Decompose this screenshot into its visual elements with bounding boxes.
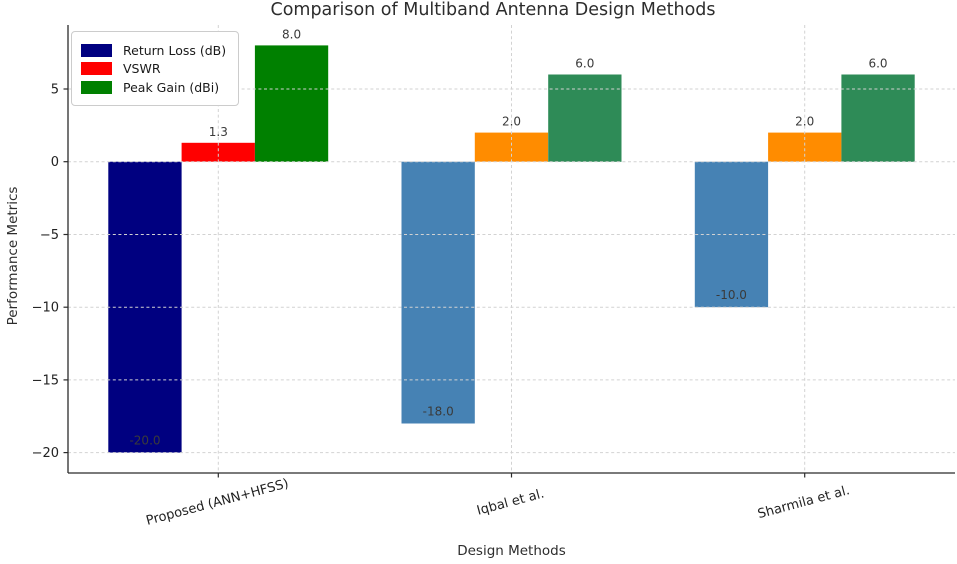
bar-value-label: -10.0 xyxy=(716,288,747,302)
y-tick-label: −10 xyxy=(32,301,59,316)
y-tick-label: −15 xyxy=(32,373,59,388)
y-tick-label: 5 xyxy=(51,83,59,98)
legend-item: Peak Gain (dBi) xyxy=(81,80,226,95)
y-tick-label: −20 xyxy=(32,446,59,461)
bar-value-label: 6.0 xyxy=(868,57,887,71)
y-tick-label: 0 xyxy=(51,155,59,170)
legend-label: Return Loss (dB) xyxy=(123,42,227,58)
legend-swatch-peak-gain xyxy=(81,80,112,94)
bar-value-label: 6.0 xyxy=(575,57,594,71)
legend: Return Loss (dB) VSWR Peak Gain (dBi) xyxy=(71,31,240,106)
x-axis-label: Design Methods xyxy=(457,543,566,559)
x-tick-label: Proposed (ANN+HFSS) xyxy=(145,476,291,529)
bar-value-label: 8.0 xyxy=(282,27,301,41)
chart-title: Comparison of Multiband Antenna Design M… xyxy=(270,0,716,20)
bar xyxy=(181,142,255,162)
bar xyxy=(474,132,549,162)
bar xyxy=(254,45,329,162)
x-tick-label: Sharmila et al. xyxy=(756,483,851,522)
y-tick-label: −5 xyxy=(40,228,59,243)
bar-value-label: 2.0 xyxy=(795,115,814,129)
bar xyxy=(768,132,842,162)
legend-item: Return Loss (dB) xyxy=(81,43,226,58)
bar-value-label: 1.3 xyxy=(209,125,228,139)
bar-value-label: -20.0 xyxy=(129,434,160,448)
y-axis-label: Performance Metrics xyxy=(5,186,21,326)
bar xyxy=(401,161,475,424)
legend-swatch-return-loss xyxy=(81,43,112,57)
bar xyxy=(841,74,915,162)
x-tick-label: Iqbal et al. xyxy=(475,486,546,518)
legend-item: VSWR xyxy=(81,61,226,76)
bar xyxy=(548,74,622,162)
bar-value-label: 2.0 xyxy=(502,115,521,129)
legend-swatch-vswr xyxy=(81,62,112,75)
legend-label: VSWR xyxy=(123,61,161,76)
legend-label: Peak Gain (dBi) xyxy=(123,79,220,95)
bar-value-label: -18.0 xyxy=(423,405,454,419)
